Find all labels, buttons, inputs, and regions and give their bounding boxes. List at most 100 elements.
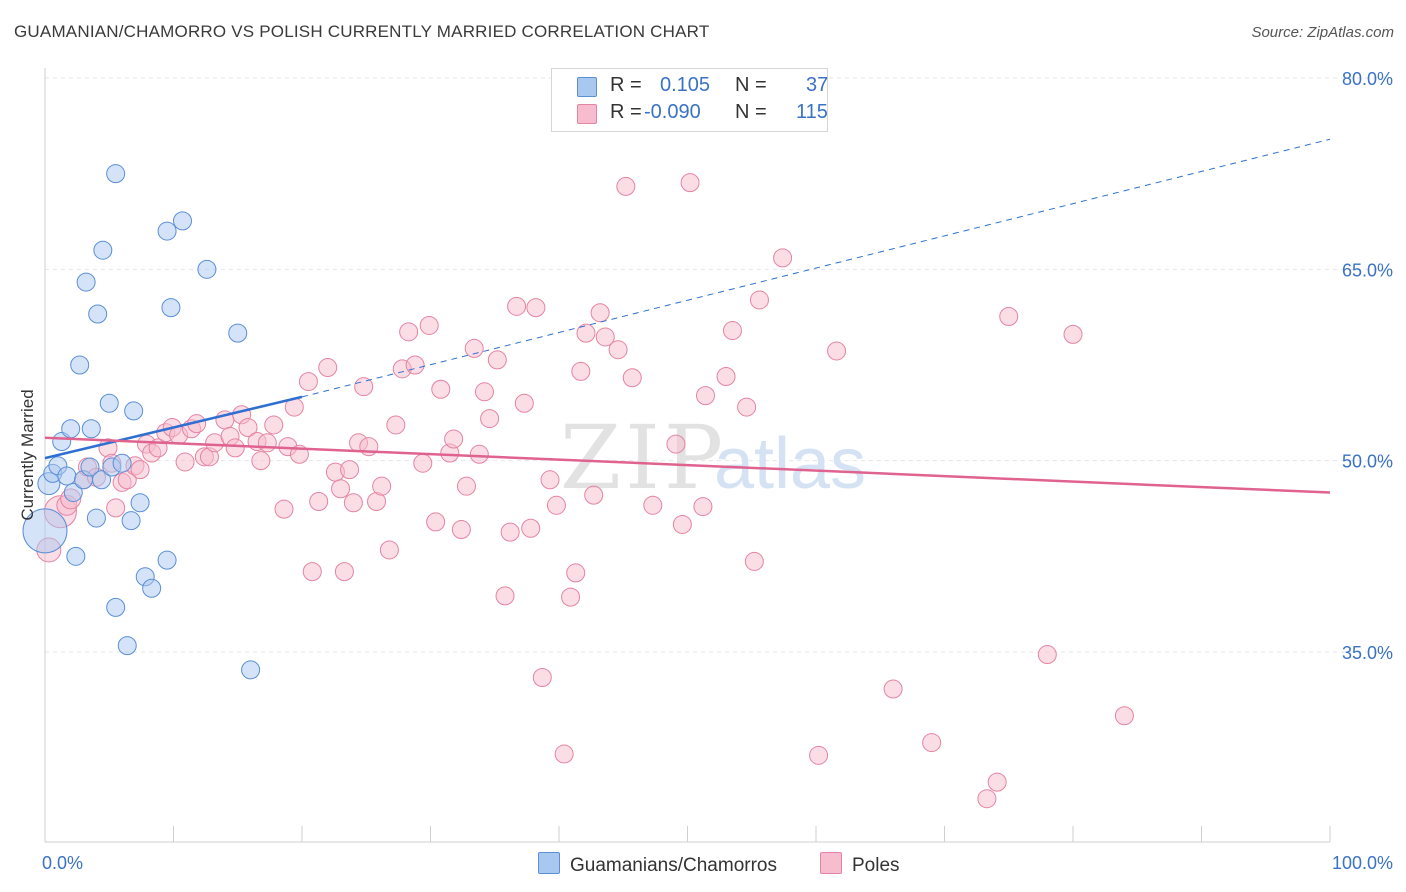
- guamanian-point: [80, 457, 100, 477]
- guamanian-point: [172, 211, 192, 231]
- poles-point: [999, 307, 1019, 327]
- legend-swatch-pink: [577, 104, 597, 124]
- legend-r-label: R =: [610, 74, 642, 96]
- legend-n-value: 37: [806, 74, 829, 96]
- poles-point: [749, 290, 769, 310]
- watermark-atlas: atlas: [714, 424, 866, 504]
- poles-point: [809, 745, 829, 765]
- guamanian-trend-line: [44, 395, 303, 460]
- trend-lines: [44, 138, 1331, 494]
- poles-point: [451, 520, 471, 540]
- poles-point: [474, 382, 494, 402]
- poles-point: [331, 479, 351, 499]
- poles-point: [507, 296, 527, 316]
- poles-point: [693, 497, 713, 517]
- guamanian-point: [88, 304, 108, 324]
- chart-title: GUAMANIAN/CHAMORRO VS POLISH CURRENTLY M…: [14, 22, 710, 41]
- poles-point: [1063, 324, 1083, 344]
- guamanian-point: [124, 401, 144, 421]
- poles-point: [590, 303, 610, 323]
- poles-point: [500, 522, 520, 542]
- legend-n-label: N =: [735, 74, 767, 96]
- poles-point: [431, 379, 451, 399]
- guamanian-point: [142, 578, 162, 598]
- poles-point: [595, 327, 615, 347]
- guamanian-point: [157, 550, 177, 570]
- guamanian-point: [70, 355, 90, 375]
- guamanian-point: [86, 508, 106, 528]
- legend-r-label: R =: [610, 101, 642, 123]
- poles-point: [343, 493, 363, 513]
- guamanian-point: [93, 240, 113, 260]
- poles-point: [386, 415, 406, 435]
- x-tick-label: 100.0%: [1332, 853, 1393, 873]
- guamanian-point: [63, 483, 83, 503]
- watermark: ZIP atlas: [560, 406, 866, 509]
- poles-trend-line: [44, 436, 1331, 494]
- poles-point: [225, 438, 245, 458]
- guamanian-point: [22, 508, 68, 554]
- source-label: Source: ZipAtlas.com: [1251, 24, 1394, 41]
- guamanian-point: [228, 323, 248, 343]
- guamanian-point: [112, 453, 132, 473]
- y-axis-label: Currently Married: [18, 389, 37, 521]
- poles-point: [695, 386, 715, 406]
- poles-point: [554, 744, 574, 764]
- poles-point: [514, 393, 534, 413]
- stats-legend: R = 0.105 N = 37 R = -0.090 N = 115: [551, 68, 828, 132]
- poles-point: [883, 679, 903, 699]
- guamanian-point: [66, 546, 86, 566]
- poles-point: [495, 586, 515, 606]
- guamanian-point: [121, 511, 141, 531]
- poles-point: [561, 587, 581, 607]
- poles-point: [487, 350, 507, 370]
- bottom-legend-poles: Poles: [820, 852, 900, 877]
- poles-points: [36, 90, 1134, 809]
- poles-point: [526, 298, 546, 318]
- guamanian-point: [241, 660, 261, 680]
- poles-point: [643, 495, 663, 515]
- poles-point: [298, 372, 318, 392]
- poles-point: [413, 453, 433, 473]
- y-tick-label: 35.0%: [1342, 643, 1393, 663]
- poles-point: [571, 361, 591, 381]
- poles-point: [1037, 645, 1057, 665]
- guamanian-point: [106, 597, 126, 617]
- guamanian-point: [117, 636, 137, 656]
- guamanian-point: [92, 470, 112, 490]
- guamanian-point: [76, 272, 96, 292]
- poles-point: [318, 358, 338, 378]
- poles-point: [1114, 706, 1134, 726]
- poles-point: [175, 452, 195, 472]
- poles-point: [405, 355, 425, 375]
- y-tick-label: 50.0%: [1342, 452, 1393, 472]
- poles-point: [922, 733, 942, 753]
- poles-point: [309, 491, 329, 511]
- grid-lines: [45, 77, 1392, 653]
- guamanian-point: [157, 221, 177, 241]
- y-tick-label: 65.0%: [1342, 260, 1393, 280]
- poles-point: [672, 514, 692, 534]
- legend-swatch-blue: [577, 77, 597, 97]
- poles-point: [521, 518, 541, 538]
- poles-point: [584, 485, 604, 505]
- legend-n-label: N =: [735, 101, 767, 123]
- poles-point: [251, 451, 271, 471]
- poles-point: [546, 495, 566, 515]
- poles-point: [354, 377, 374, 397]
- poles-point: [532, 668, 552, 688]
- poles-point: [616, 176, 636, 196]
- poles-point: [372, 476, 392, 496]
- guamanian-point: [130, 493, 150, 513]
- poles-point: [827, 341, 847, 361]
- poles-point: [379, 540, 399, 560]
- guamanian-point: [61, 419, 81, 439]
- poles-point: [977, 789, 997, 809]
- bottom-legend-swatch-blue: [538, 852, 560, 874]
- poles-point: [274, 499, 294, 519]
- poles-point: [464, 338, 484, 358]
- poles-point: [444, 429, 464, 449]
- guamanian-point: [197, 259, 217, 279]
- poles-point: [264, 415, 284, 435]
